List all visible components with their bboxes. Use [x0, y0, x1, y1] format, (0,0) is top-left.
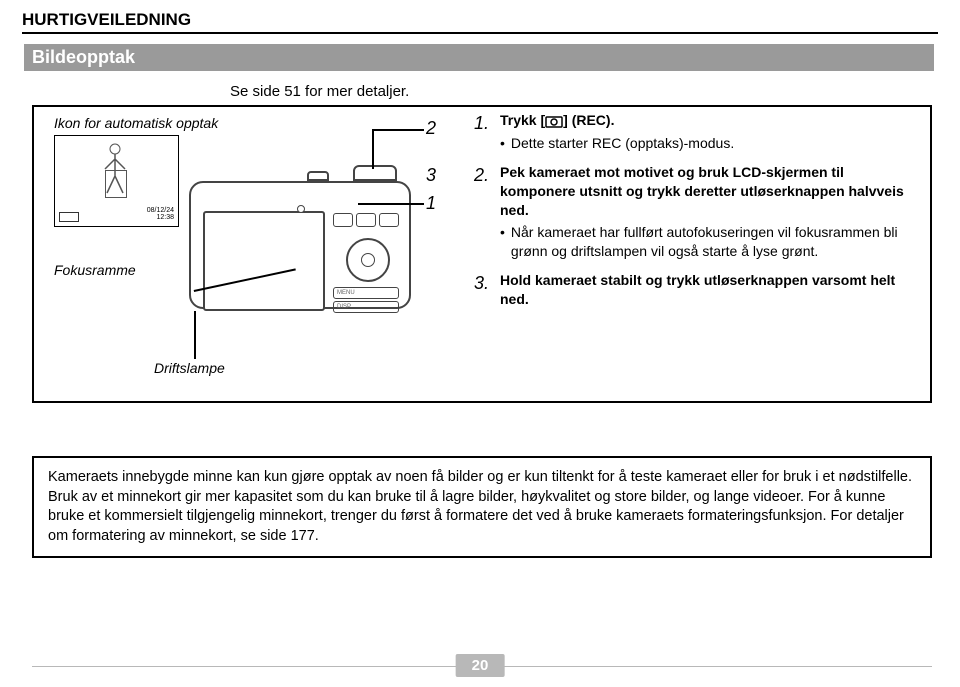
lcd-datetime: 08/12/24 12:38: [147, 207, 174, 222]
label-auto-icon: Ikon for automatisk opptak: [54, 115, 218, 131]
step-3: 3. Hold kameraet stabilt og trykk utløse…: [474, 271, 918, 309]
step-1: 1. Trykk [ ] (REC). • Dette starter REC (o…: [474, 111, 918, 153]
step-1-title-b: ] (REC).: [563, 112, 614, 128]
label-operation-lamp: Driftslampe: [154, 360, 225, 376]
step-1-title-a: Trykk [: [500, 112, 545, 128]
camera-menu-btn: MENU: [333, 287, 399, 299]
bullet-dot: •: [500, 223, 505, 261]
step-1-bullet: Dette starter REC (opptaks)-modus.: [511, 134, 734, 153]
header-underline: [22, 32, 938, 34]
page-number: 20: [456, 654, 505, 677]
step-number: 1.: [474, 111, 492, 153]
callout-number-2: 2: [426, 118, 436, 139]
camera-lamp: [297, 205, 305, 213]
see-side-note: Se side 51 for mer detaljer.: [230, 83, 409, 100]
camera-side-buttons: MENU DISP: [333, 287, 399, 313]
pointer-line: [372, 129, 374, 169]
step-2: 2. Pek kameraet mot motivet og bruk LCD-…: [474, 163, 918, 261]
subheader: Bildeopptak: [24, 44, 934, 71]
label-focus-frame: Fokusramme: [54, 262, 136, 278]
lcd-screen: 08/12/24 12:38: [54, 135, 179, 227]
lcd-date: 08/12/24: [147, 207, 174, 215]
rec-camera-icon: [545, 115, 563, 128]
step-2-title: Pek kameraet mot motivet og bruk LCD-skj…: [500, 164, 904, 218]
step-3-title: Hold kameraet stabilt og trykk utløserkn…: [500, 272, 895, 307]
header-title: HURTIGVEILEDNING: [22, 10, 232, 33]
camera-screen: [203, 211, 325, 311]
camera-diagram: MENU DISP: [189, 165, 411, 310]
pointer-line: [358, 203, 424, 205]
camera-top-button: [307, 171, 329, 181]
step-number: 3.: [474, 271, 492, 309]
camera-button-row: [333, 213, 399, 227]
instructions-column: 1. Trykk [ ] (REC). • Dette starter REC (o…: [474, 111, 918, 319]
pointer-line: [372, 129, 424, 131]
camera-shutter: [353, 165, 397, 181]
info-box: Kameraets innebygde minne kan kun gjøre …: [32, 456, 932, 558]
camera-disp-btn: DISP: [333, 301, 399, 313]
main-panel: Ikon for automatisk opptak 08/12/24 12:3…: [32, 105, 932, 403]
focus-frame-icon: [105, 170, 127, 198]
camera-dpad: [346, 238, 390, 282]
bullet-dot: •: [500, 134, 505, 153]
callout-number-3: 3: [426, 165, 436, 186]
callout-number-1: 1: [426, 193, 436, 214]
pointer-line: [194, 311, 196, 359]
step-number: 2.: [474, 163, 492, 261]
battery-icon: [59, 212, 79, 222]
camera-body: MENU DISP: [189, 181, 411, 309]
step-2-bullet: Når kameraet har fullført autofokusering…: [511, 223, 918, 261]
lcd-time: 12:38: [147, 214, 174, 222]
camera-dpad-center: [361, 253, 375, 267]
